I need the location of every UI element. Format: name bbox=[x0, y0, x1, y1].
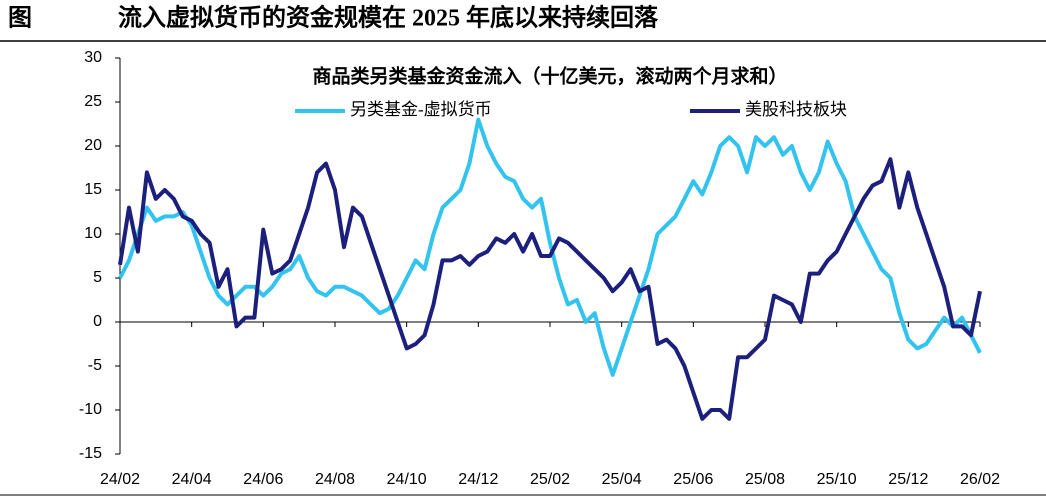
x-tick-label: 26/02 bbox=[960, 471, 1000, 488]
y-tick-label: 0 bbox=[93, 313, 102, 330]
x-tick-label: 25/04 bbox=[602, 471, 642, 488]
x-tick-label: 25/02 bbox=[530, 471, 570, 488]
y-tick-label: 5 bbox=[93, 269, 102, 286]
y-tick-label: 20 bbox=[84, 137, 102, 154]
x-tick-label: 24/12 bbox=[458, 471, 498, 488]
chart-subtitle: 商品类另类基金资金流入（十亿美元，滚动两个月求和） bbox=[312, 64, 787, 87]
figure-label: 图 bbox=[8, 5, 32, 32]
x-tick-label: 24/10 bbox=[387, 471, 427, 488]
y-tick-label: -5 bbox=[88, 357, 102, 374]
legend-label: 另类基金-虚拟货币 bbox=[350, 100, 492, 119]
y-tick-label: 25 bbox=[84, 93, 102, 110]
series-line bbox=[118, 157, 982, 421]
x-tick-label: 24/04 bbox=[172, 471, 212, 488]
series-line bbox=[118, 117, 982, 377]
x-tick-label: 25/08 bbox=[745, 471, 785, 488]
x-tick-label: 24/02 bbox=[100, 471, 140, 488]
x-tick-label: 25/06 bbox=[673, 471, 713, 488]
x-tick-label: 25/12 bbox=[888, 471, 928, 488]
y-tick-label: -10 bbox=[79, 401, 102, 418]
y-tick-label: 15 bbox=[84, 181, 102, 198]
y-tick-label: 10 bbox=[84, 225, 102, 242]
y-tick-label: -15 bbox=[79, 445, 102, 462]
x-tick-label: 24/06 bbox=[243, 471, 283, 488]
x-tick-label: 25/10 bbox=[817, 471, 857, 488]
x-tick-label: 24/08 bbox=[315, 471, 355, 488]
chart-title: 流入虚拟货币的资金规模在 2025 年底以来持续回落 bbox=[118, 4, 659, 32]
legend-label: 美股科技板块 bbox=[745, 100, 847, 119]
y-tick-label: 30 bbox=[84, 49, 102, 66]
